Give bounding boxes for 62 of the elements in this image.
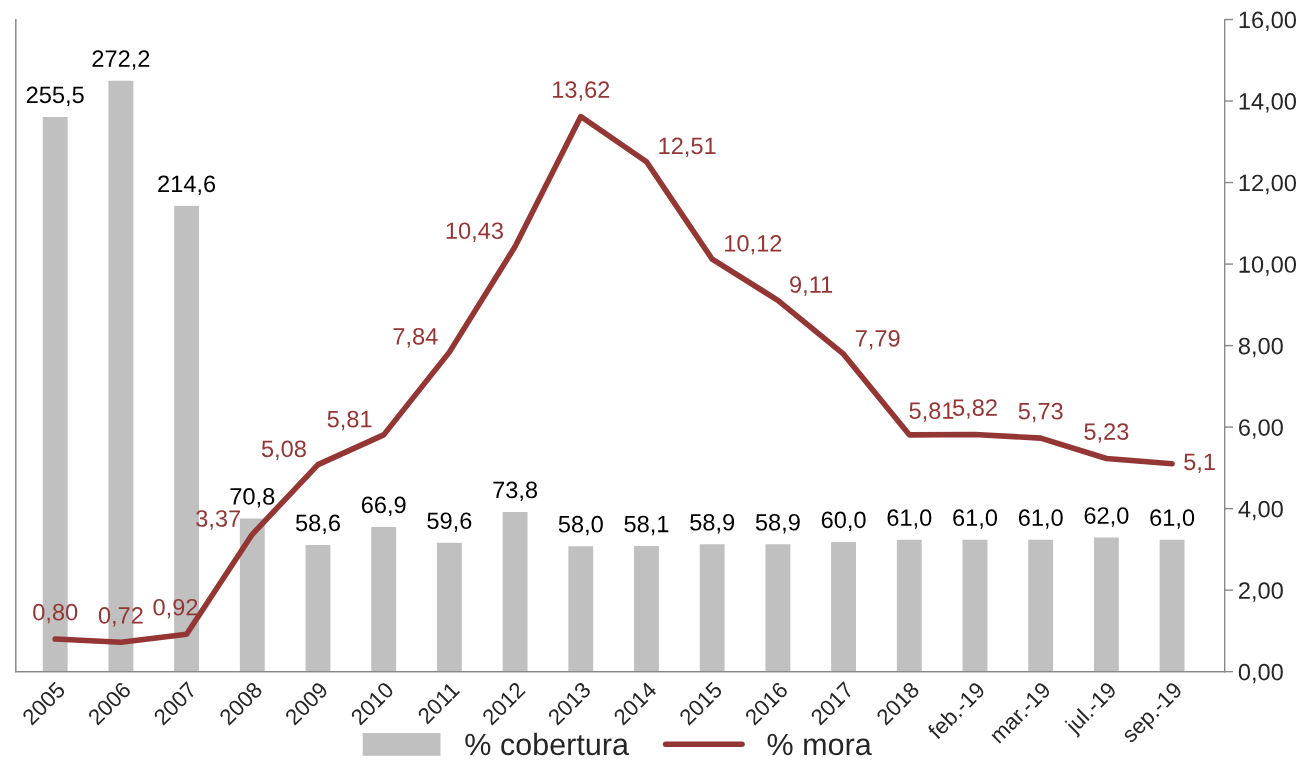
bar — [895, 538, 924, 672]
data-label: 272,2 — [92, 50, 150, 70]
data-label: 5,08 — [261, 440, 306, 460]
data-label: 70,8 — [230, 488, 275, 508]
data-label: 13,62 — [553, 81, 610, 101]
data-label: 58,0 — [558, 515, 603, 536]
data-label: 61,0 — [1018, 509, 1063, 529]
data-label: 214,6 — [158, 175, 216, 195]
data-label: 58,9 — [755, 513, 800, 534]
data-label: 61,0 — [953, 509, 998, 529]
data-label: 10,12 — [725, 235, 782, 255]
bar — [304, 543, 332, 672]
data-label: 61,0 — [887, 509, 932, 529]
data-label: 66,9 — [361, 496, 406, 517]
bar — [632, 544, 661, 672]
data-label: 10,43 — [446, 222, 503, 242]
bar — [566, 544, 595, 672]
bar — [501, 510, 529, 672]
data-label: 12,51 — [659, 137, 716, 158]
bar — [698, 542, 727, 672]
data-label: 5,23 — [1084, 423, 1129, 443]
bar — [829, 540, 858, 672]
legend-label: % mora — [767, 733, 872, 756]
bar — [435, 541, 464, 672]
data-label: 5,73 — [1018, 402, 1063, 423]
bar — [1158, 538, 1186, 672]
bar — [764, 542, 792, 672]
data-label: 7,79 — [855, 329, 900, 350]
data-label: 3,37 — [196, 510, 240, 530]
bar — [238, 517, 267, 672]
data-label: 0,72 — [98, 607, 143, 627]
data-label: 58,6 — [295, 514, 340, 535]
y2-tick-label: 14,00 — [1239, 93, 1296, 113]
data-label: 58,1 — [624, 515, 669, 536]
data-label: 62,0 — [1084, 507, 1129, 527]
data-label: 59,6 — [427, 512, 472, 532]
y2-tick-label: 10,00 — [1239, 256, 1296, 276]
data-label: 0,80 — [33, 603, 78, 624]
y2-tick-label: 8,00 — [1238, 337, 1283, 358]
data-label: 61,0 — [1150, 509, 1195, 529]
data-label: 60,0 — [821, 511, 866, 532]
data-label: 0,92 — [153, 598, 198, 619]
bar — [961, 538, 989, 672]
y2-tick-label: 6,00 — [1239, 419, 1283, 439]
legend-label: % cobertura — [465, 732, 629, 756]
data-label: 5,1 — [1184, 453, 1215, 473]
y2-tick-label: 4,00 — [1238, 500, 1283, 521]
data-label: 255,5 — [26, 86, 84, 107]
bar — [1026, 538, 1055, 672]
data-label: 5,82 — [952, 399, 997, 419]
data-label: 5,81 — [327, 410, 372, 431]
y2-tick-label: 12,00 — [1239, 174, 1296, 195]
y2-tick-label: 0,00 — [1238, 663, 1283, 684]
data-label: 73,8 — [493, 481, 538, 502]
data-label: 58,9 — [690, 513, 735, 534]
bar — [1092, 536, 1121, 672]
data-label: 9,11 — [790, 276, 833, 296]
data-label: 5,81 — [909, 402, 954, 422]
data-label: 7,84 — [393, 327, 438, 348]
bar — [369, 525, 398, 672]
y2-tick-label: 2,00 — [1239, 582, 1283, 602]
y2-tick-label: 16,00 — [1239, 11, 1296, 32]
